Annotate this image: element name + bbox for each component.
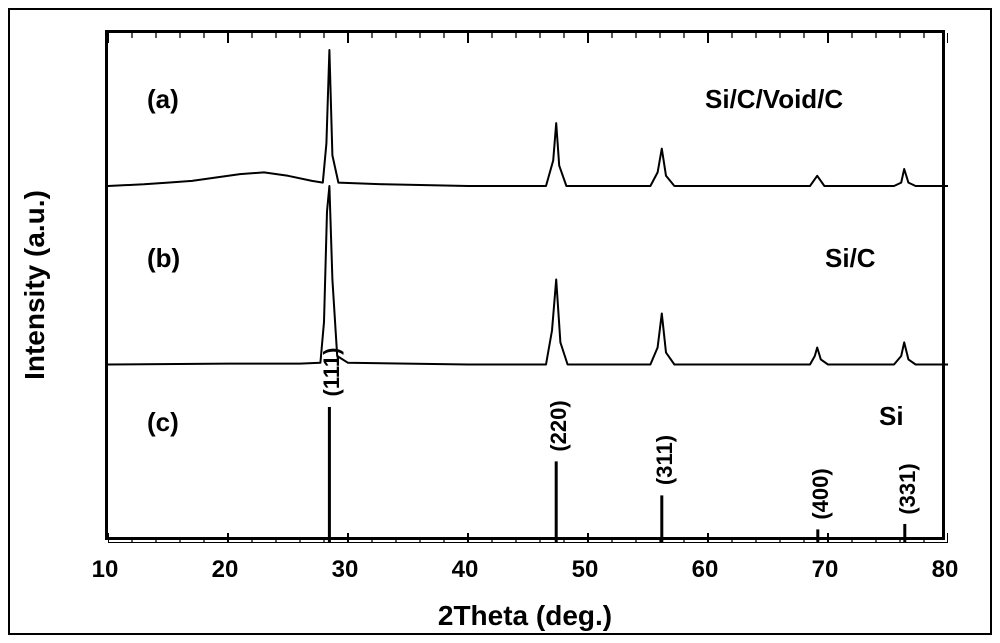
figure-container: Intensity (a.u.) 2Theta (deg.) 10 20 30 40 5…: [0, 0, 1000, 643]
miller-(111): (111): [319, 348, 345, 397]
panel-label-c: (c): [147, 407, 179, 438]
x-tick-70: 70: [812, 556, 839, 584]
x-tick-60: 60: [692, 556, 719, 584]
x-tick-80: 80: [932, 556, 959, 584]
x-tick-30: 30: [332, 556, 359, 584]
y-axis-label: Intensity (a.u.): [19, 190, 51, 380]
series-label-c: Si: [879, 401, 904, 432]
panel-label-a: (a): [147, 84, 179, 115]
x-tick-10: 10: [92, 556, 119, 584]
xrd-curve-a: [108, 50, 948, 186]
x-tick-50: 50: [572, 556, 599, 584]
series-label-b: Si/C: [825, 243, 876, 274]
miller-(311): (311): [652, 435, 678, 485]
panel-label-b: (b): [147, 243, 180, 274]
x-tick-40: 40: [452, 556, 479, 584]
miller-(331): (331): [895, 463, 921, 514]
miller-(220): (220): [546, 401, 572, 452]
xrd-curve-b: [108, 186, 948, 365]
series-label-a: Si/C/Void/C: [705, 84, 843, 115]
miller-(400): (400): [808, 469, 834, 520]
x-tick-20: 20: [212, 556, 239, 584]
x-axis-label: 2Theta (deg.): [438, 600, 612, 632]
